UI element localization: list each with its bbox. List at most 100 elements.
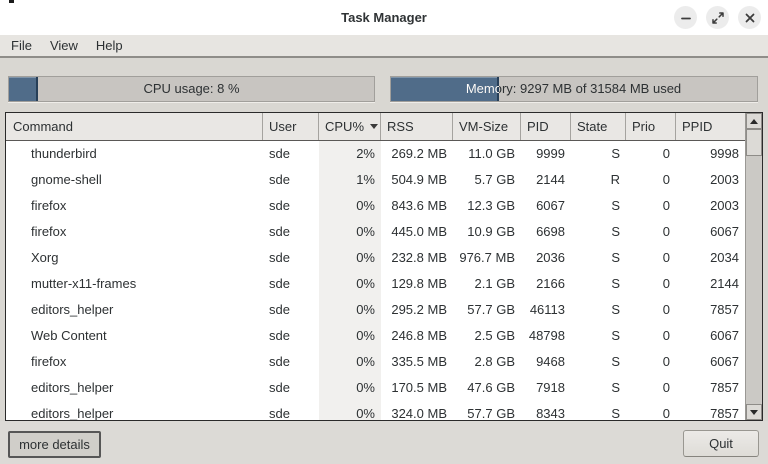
user-cell: sde <box>269 250 290 265</box>
process-row[interactable]: Web Content sde 0% 246.8 MB 2.5 GB 48798… <box>6 323 745 349</box>
ppid-cell: 2034 <box>710 250 739 265</box>
ppid-cell: 6067 <box>710 328 739 343</box>
column-header-ppid[interactable]: PPID <box>682 119 713 134</box>
quit-button[interactable]: Quit <box>683 430 759 457</box>
ppid-cell: 6067 <box>710 224 739 239</box>
column-header-prio[interactable]: Prio <box>626 113 676 140</box>
ppid-cell: 2003 <box>710 198 739 213</box>
process-row[interactable]: gnome-shell sde 1% 504.9 MB 5.7 GB 2144 … <box>6 167 745 193</box>
command-cell: firefox <box>31 224 67 239</box>
user-cell: sde <box>269 328 290 343</box>
rss-cell: 504.9 MB <box>391 172 447 187</box>
process-row[interactable]: firefox sde 0% 335.5 MB 2.8 GB 9468 S 0 … <box>6 349 745 375</box>
rss-cell: 232.8 MB <box>391 250 447 265</box>
process-row[interactable]: Xorg sde 0% 232.8 MB 976.7 MB 2036 S 0 2… <box>6 245 745 271</box>
vmsize-cell: 5.7 GB <box>474 172 515 187</box>
titlebar: Task Manager <box>0 0 768 35</box>
cpu-usage-label: CPU usage: 8 % <box>143 81 240 96</box>
rss-cell: 129.8 MB <box>391 276 447 291</box>
scroll-up-button[interactable] <box>746 113 762 129</box>
ppid-cell: 9998 <box>710 146 739 161</box>
process-row[interactable]: firefox sde 0% 445.0 MB 10.9 GB 6698 S 0… <box>6 219 745 245</box>
column-header-user[interactable]: User <box>263 113 319 140</box>
command-cell: editors_helper <box>31 406 114 420</box>
column-header-rss[interactable]: RSS <box>381 113 453 140</box>
pid-cell: 2166 <box>536 276 565 291</box>
prio-cell: 0 <box>662 354 670 369</box>
scrollbar-thumb[interactable] <box>746 129 762 156</box>
menu-view[interactable]: View <box>49 38 78 53</box>
prio-cell: 0 <box>662 380 670 395</box>
process-row[interactable]: thunderbird sde 2% 269.2 MB 11.0 GB 9999… <box>6 141 745 167</box>
state-cell: S <box>611 328 620 343</box>
command-cell: mutter-x11-frames <box>31 276 137 291</box>
vmsize-cell: 12.3 GB <box>467 198 515 213</box>
scroll-down-button[interactable] <box>746 404 762 420</box>
process-row[interactable]: mutter-x11-frames sde 0% 129.8 MB 2.1 GB… <box>6 271 745 297</box>
vmsize-cell: 2.5 GB <box>474 328 515 343</box>
column-header-vmsize[interactable]: VM-Size <box>453 113 521 140</box>
prio-cell: 0 <box>662 328 670 343</box>
footer-bar: more details Quit <box>0 421 768 464</box>
user-cell: sde <box>269 302 290 317</box>
process-row[interactable]: editors_helper sde 0% 295.2 MB 57.7 GB 4… <box>6 297 745 323</box>
vmsize-cell: 57.7 GB <box>467 406 515 420</box>
scroll-up-icon <box>750 118 758 124</box>
more-details-button[interactable]: more details <box>8 431 101 458</box>
menu-help[interactable]: Help <box>95 38 123 53</box>
sort-desc-icon <box>370 124 379 129</box>
restore-button[interactable] <box>706 6 729 29</box>
column-header-state[interactable]: State <box>571 113 626 140</box>
column-header-cpu[interactable]: CPU% <box>319 113 381 140</box>
command-cell: firefox <box>31 198 67 213</box>
close-icon <box>745 13 754 22</box>
cpu-cell: 0% <box>319 401 381 420</box>
user-cell: sde <box>269 276 290 291</box>
cpu-usage-bar: CPU usage: 8 % CPU usage: 8 % <box>8 76 375 102</box>
column-header-command[interactable]: Command <box>6 113 263 140</box>
pid-cell: 48798 <box>528 328 565 343</box>
prio-cell: 0 <box>662 250 670 265</box>
pid-cell: 8343 <box>536 406 565 420</box>
menubar: File View Help <box>0 35 768 58</box>
state-cell: S <box>611 406 620 420</box>
pid-cell: 6067 <box>536 198 565 213</box>
menu-file[interactable]: File <box>11 38 32 53</box>
rss-cell: 335.5 MB <box>391 354 447 369</box>
prio-cell: 0 <box>662 406 670 420</box>
minimize-button[interactable] <box>674 6 697 29</box>
memory-usage-label-overlay: Memory: 9297 MB of 31584 MB used <box>465 81 499 96</box>
scrollbar-track[interactable] <box>746 129 762 404</box>
cpu-cell: 0% <box>319 193 381 219</box>
prio-cell: 0 <box>662 146 670 161</box>
ppid-cell: 2003 <box>710 172 739 187</box>
rss-cell: 246.8 MB <box>391 328 447 343</box>
process-row[interactable]: editors_helper sde 0% 324.0 MB 57.7 GB 8… <box>6 401 745 420</box>
table-scrollbar[interactable] <box>745 113 762 420</box>
vmsize-cell: 47.6 GB <box>467 380 515 395</box>
prio-cell: 0 <box>662 302 670 317</box>
ppid-cell: 7857 <box>710 406 739 420</box>
rss-cell: 324.0 MB <box>391 406 447 420</box>
column-header-pid[interactable]: PID <box>521 113 571 140</box>
state-cell: S <box>611 224 620 239</box>
process-row[interactable]: firefox sde 0% 843.6 MB 12.3 GB 6067 S 0… <box>6 193 745 219</box>
cpu-cell: 0% <box>319 323 381 349</box>
prio-cell: 0 <box>662 224 670 239</box>
cpu-cell: 0% <box>319 375 381 401</box>
vmsize-cell: 2.8 GB <box>474 354 515 369</box>
command-cell: editors_helper <box>31 302 114 317</box>
state-cell: S <box>611 198 620 213</box>
vmsize-cell: 57.7 GB <box>467 302 515 317</box>
table-header: Command User CPU% RSS VM-Size PID State … <box>6 113 745 141</box>
ppid-cell: 7857 <box>710 380 739 395</box>
user-cell: sde <box>269 172 290 187</box>
screenshot-artifact <box>9 0 14 3</box>
process-row[interactable]: editors_helper sde 0% 170.5 MB 47.6 GB 7… <box>6 375 745 401</box>
prio-cell: 0 <box>662 198 670 213</box>
cpu-usage-label-overlay: CPU usage: 8 % <box>9 77 38 101</box>
scroll-down-icon <box>750 409 758 415</box>
state-cell: S <box>611 250 620 265</box>
close-button[interactable] <box>738 6 761 29</box>
